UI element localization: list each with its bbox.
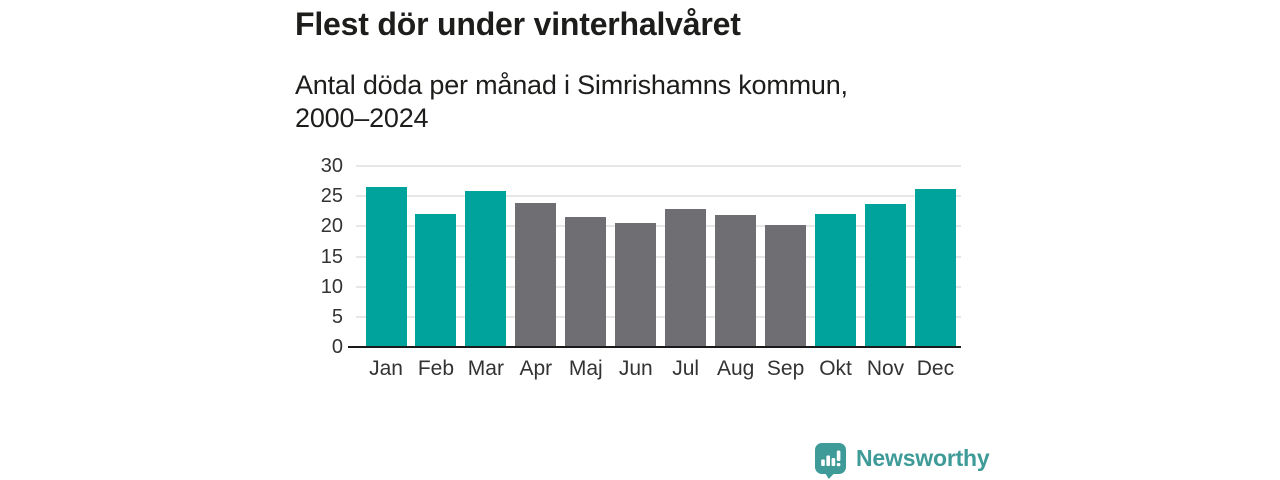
gridline-20 [356, 225, 961, 228]
bar-jul [665, 209, 706, 347]
gridline-10 [356, 285, 961, 288]
x-tick-label-mar: Mar [467, 357, 504, 380]
brand-logo: Newsworthy [814, 442, 990, 479]
x-tick-label-dec: Dec [916, 357, 955, 380]
plot-area [348, 165, 961, 347]
x-tick-label-apr: Apr [519, 357, 553, 380]
y-tick-label-15: 15 [320, 245, 343, 268]
gridline-5 [356, 315, 961, 318]
bar-jan [366, 186, 407, 347]
x-tick-label-aug: Aug [716, 357, 755, 380]
x-tick-label-sep: Sep [766, 357, 805, 380]
bar-aug [715, 214, 756, 347]
bar-maj [565, 216, 606, 347]
x-axis-line [348, 346, 961, 348]
bar-mar [465, 190, 506, 347]
y-tick-label-25: 25 [320, 185, 343, 208]
bar-jun [615, 222, 656, 347]
gridline-30 [356, 165, 961, 167]
gridline-15 [356, 255, 961, 258]
bar-apr [515, 202, 556, 347]
gridline-25 [356, 195, 961, 198]
y-tick-label-0: 0 [331, 336, 343, 358]
x-tick-label-feb: Feb [417, 357, 455, 380]
x-tick-label-jun: Jun [618, 357, 653, 380]
x-tick-label-jan: Jan [369, 357, 403, 380]
y-tick-label-10: 10 [320, 275, 343, 298]
bar-sep [765, 224, 806, 347]
bar-dec [915, 188, 956, 347]
x-tick-label-nov: Nov [866, 357, 905, 380]
y-tick-label-30: 30 [320, 155, 343, 177]
chart-title: Flest dör under vinterhalvåret [295, 6, 741, 42]
y-axis-labels: 0 5 10 15 20 25 30 [288, 155, 343, 358]
bar-nov [865, 204, 906, 347]
x-axis-labels: Jan Feb Mar Apr Maj Jun Jul Aug Sep Okt Nov Dec [348, 356, 961, 384]
brand-name: Newsworthy [856, 444, 990, 471]
bar-okt [815, 213, 856, 347]
x-tick-label-jul: Jul [672, 357, 700, 380]
newsworthy-logo-icon [815, 443, 846, 479]
y-tick-label-20: 20 [320, 215, 343, 238]
bar-feb [415, 214, 456, 347]
x-tick-label-maj: Maj [568, 357, 603, 380]
chart-subtitle: Antal döda per månad i Simrishamns kommu… [295, 70, 848, 133]
x-tick-label-okt: Okt [819, 357, 852, 380]
y-tick-label-5: 5 [331, 305, 343, 328]
